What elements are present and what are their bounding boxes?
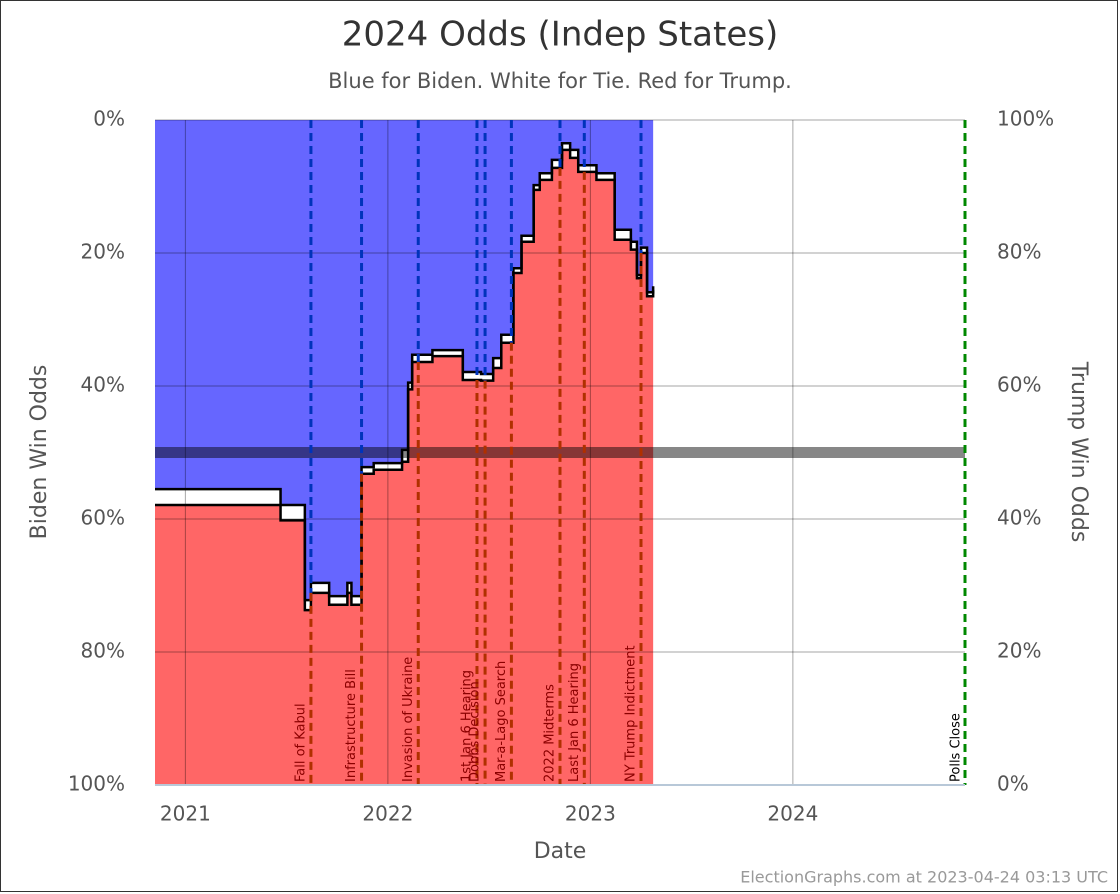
end-marker-label: Polls Close	[949, 713, 964, 782]
y-tick-label: 100%	[68, 772, 125, 796]
y-tick-label: 0%	[93, 107, 125, 131]
y2-tick-label: 0%	[997, 772, 1029, 796]
footer: ElectionGraphs.com at 2023-04-24 03:13 U…	[740, 868, 1108, 887]
event-label: 1st Jan 6 Hearing	[459, 670, 474, 782]
y2-axis-label: Trump Win Odds	[1066, 361, 1091, 543]
chart-subtitle: Blue for Biden. White for Tie. Red for T…	[328, 69, 792, 93]
trump-area	[155, 149, 654, 786]
trump-line	[155, 148, 655, 612]
y-tick-label: 60%	[81, 506, 125, 530]
event-label: Invasion of Ukraine	[401, 657, 416, 782]
y2-tick-label: 40%	[997, 506, 1041, 530]
event-label: Mar-a-Lago Search	[494, 661, 509, 782]
y-tick-label: 80%	[81, 639, 125, 663]
chart-title: 2024 Odds (Indep States)	[342, 15, 779, 55]
y2-tick-label: 20%	[997, 639, 1041, 663]
y-tick-label: 20%	[81, 240, 125, 264]
y2-tick-label: 80%	[997, 240, 1041, 264]
event-label: Infrastructure Bill	[344, 669, 359, 782]
event-label: Last Jan 6 Hearing	[567, 663, 582, 782]
y-axis-label: Biden Win Odds	[27, 365, 52, 540]
y-tick-label: 40%	[81, 373, 125, 397]
x-tick-label: 2024	[767, 802, 818, 826]
event-label: 2022 Midterms	[543, 684, 558, 782]
y2-tick-label: 60%	[997, 373, 1041, 397]
y2-tick-label: 100%	[997, 107, 1054, 131]
biden-area	[155, 120, 654, 601]
event-label: Fall of Kabul	[293, 703, 308, 782]
x-tick-label: 2021	[160, 802, 211, 826]
event-label: NY Trump Indictment	[624, 645, 639, 782]
x-axis-label: Date	[534, 839, 587, 864]
event-label: Dobbs Decision	[468, 681, 483, 782]
x-tick-label: 2022	[362, 802, 413, 826]
x-tick-label: 2023	[565, 802, 616, 826]
